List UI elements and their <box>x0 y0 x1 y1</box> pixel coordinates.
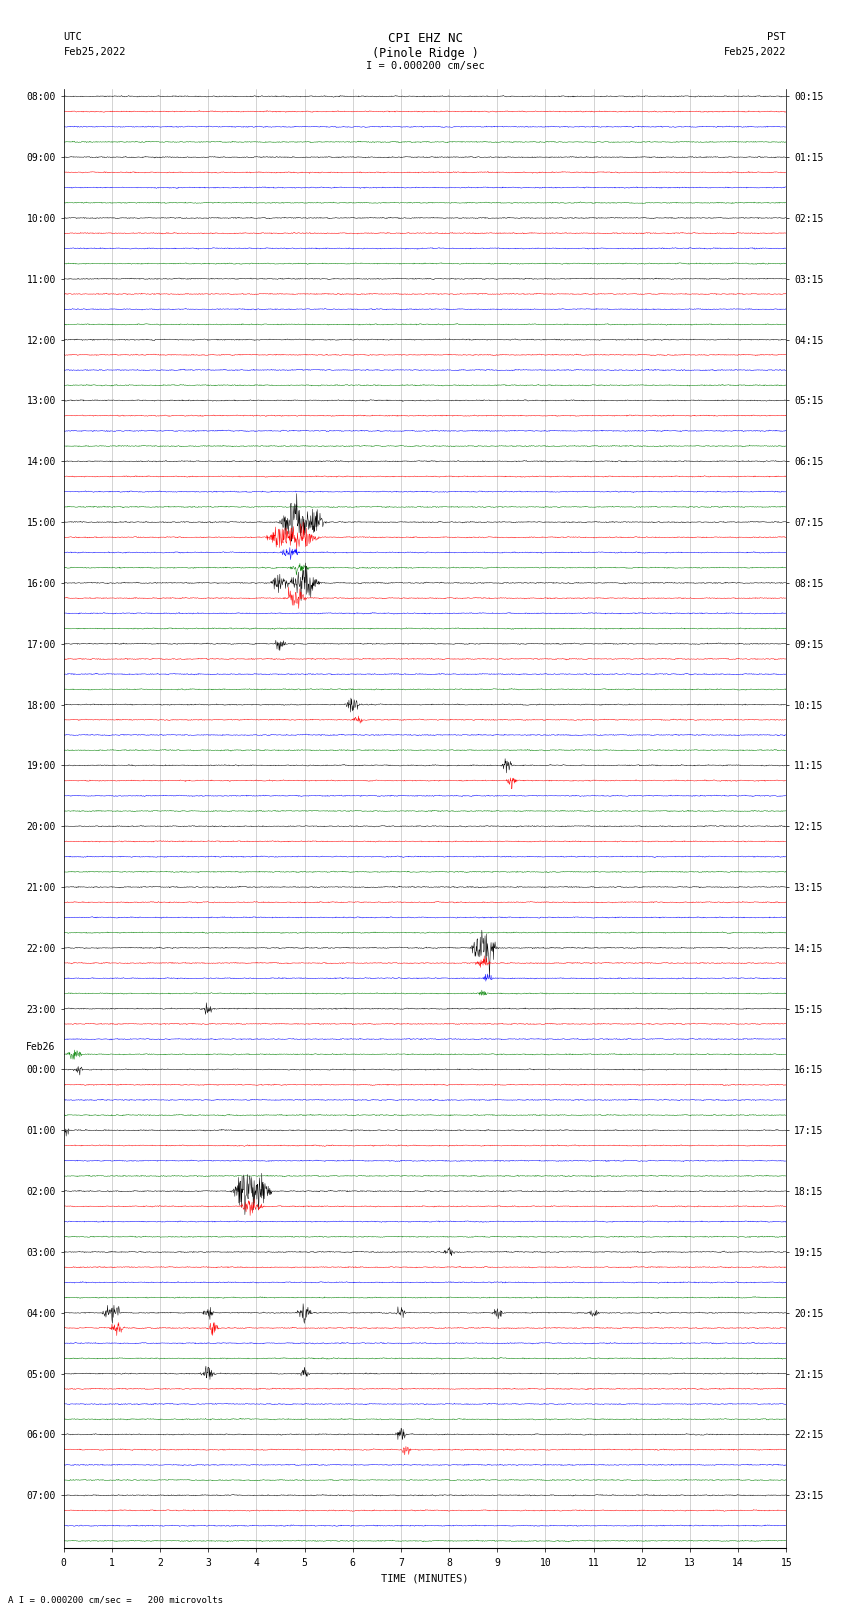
Text: PST: PST <box>768 32 786 42</box>
Text: Feb25,2022: Feb25,2022 <box>723 47 786 56</box>
Text: Feb25,2022: Feb25,2022 <box>64 47 127 56</box>
X-axis label: TIME (MINUTES): TIME (MINUTES) <box>382 1573 468 1582</box>
Text: CPI EHZ NC: CPI EHZ NC <box>388 32 462 45</box>
Text: I = 0.000200 cm/sec: I = 0.000200 cm/sec <box>366 61 484 71</box>
Text: UTC: UTC <box>64 32 82 42</box>
Text: A I = 0.000200 cm/sec =   200 microvolts: A I = 0.000200 cm/sec = 200 microvolts <box>8 1595 224 1605</box>
Text: Feb26: Feb26 <box>26 1042 55 1052</box>
Text: (Pinole Ridge ): (Pinole Ridge ) <box>371 47 479 60</box>
